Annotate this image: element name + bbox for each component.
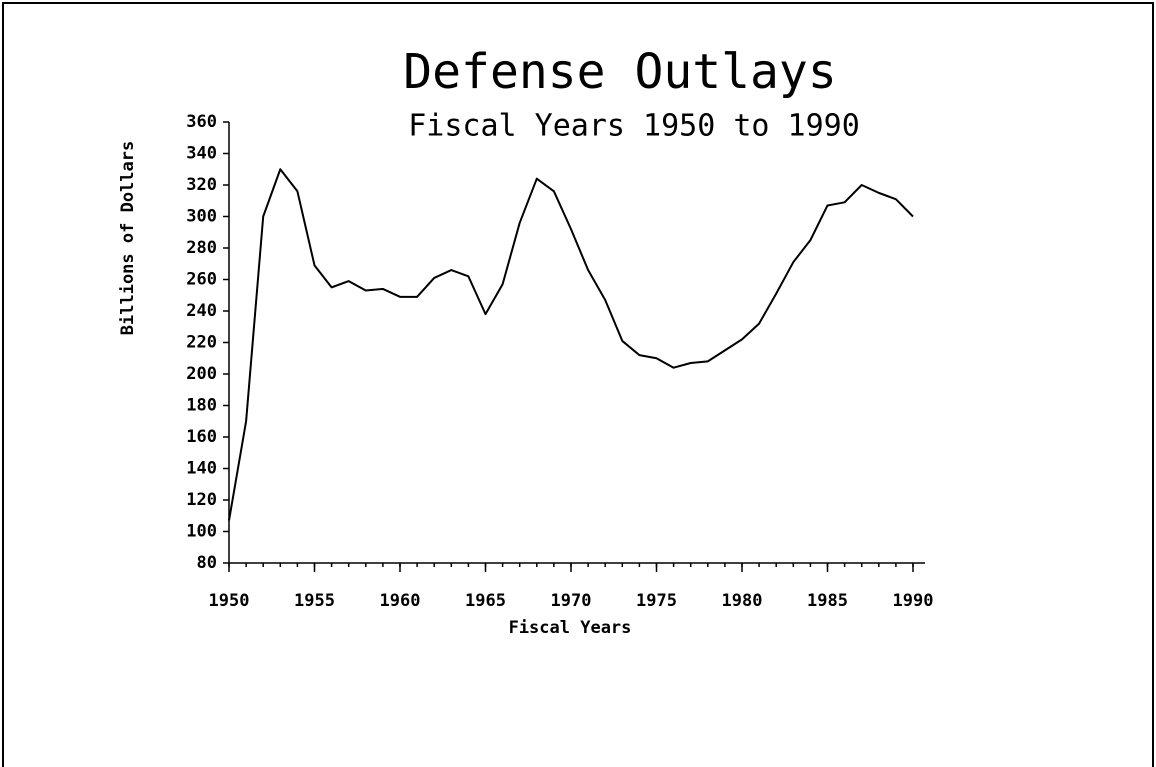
x-tick-label: 1985 [807,591,848,611]
x-axis-label: Fiscal Years [509,618,632,638]
y-tick-label: 320 [186,175,217,195]
x-tick-label: 1965 [465,591,506,611]
y-tick-label: 340 [186,144,217,164]
chart-title: Defense Outlays [403,44,836,100]
x-tick-label: 1955 [294,591,335,611]
x-tick-label: 1980 [722,591,763,611]
x-tick-label: 1950 [209,591,250,611]
y-axis-label: Billions of Dollars [118,141,138,335]
x-tick-label: 1975 [636,591,677,611]
y-tick-label: 260 [186,270,217,290]
y-tick-label: 140 [186,459,217,479]
y-tick-label: 160 [186,427,217,447]
y-tick-label: 80 [197,553,217,573]
y-tick-label: 360 [186,112,217,132]
y-tick-label: 120 [186,490,217,510]
x-tick-label: 1970 [551,591,592,611]
y-tick-label: 180 [186,396,217,416]
x-tick-label: 1990 [893,591,934,611]
y-tick-label: 220 [186,333,217,353]
y-tick-label: 100 [186,522,217,542]
y-tick-label: 240 [186,301,217,321]
data-line [228,168,914,521]
x-tick-label: 1960 [380,591,421,611]
chart-subtitle: Fiscal Years 1950 to 1990 [408,109,860,144]
y-tick-label: 200 [186,364,217,384]
y-tick-label: 280 [186,238,217,258]
y-tick-label: 300 [186,207,217,227]
